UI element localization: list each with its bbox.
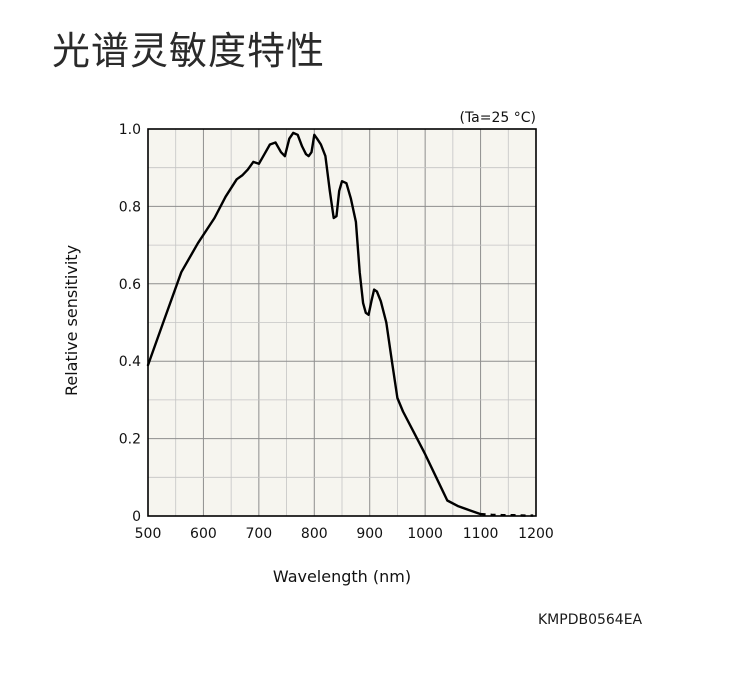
y-axis-label: Relative sensitivity bbox=[62, 245, 81, 396]
y-tick-label: 0 bbox=[132, 509, 141, 525]
page-title: 光谱灵敏度特性 bbox=[52, 29, 326, 73]
y-tick-label: 0.4 bbox=[119, 354, 141, 370]
x-axis-label: Wavelength (nm) bbox=[273, 567, 411, 586]
series-layer bbox=[146, 131, 534, 517]
condition-note: (Ta=25 °C) bbox=[459, 110, 536, 126]
y-tick-label: 0.6 bbox=[119, 277, 141, 293]
x-tick-label: 1100 bbox=[463, 526, 499, 542]
figure-code: KMPDB0564EA bbox=[538, 612, 643, 628]
x-tick-label: 1000 bbox=[407, 526, 443, 542]
y-tick-label: 0.2 bbox=[119, 432, 141, 448]
x-tick-label: 700 bbox=[245, 526, 272, 542]
tick-labels: 500 600 700 800 900 1000 1100 1200 0 0.2 0.4 0.6 0.8… bbox=[119, 122, 554, 542]
y-tick-label: 1.0 bbox=[119, 122, 141, 138]
x-tick-label: 600 bbox=[190, 526, 217, 542]
x-tick-label: 500 bbox=[135, 526, 162, 542]
plot-frame bbox=[147, 128, 537, 517]
x-tick-label: 900 bbox=[356, 526, 383, 542]
series-line bbox=[146, 131, 482, 516]
grid-lines bbox=[148, 129, 536, 516]
x-tick-label: 1200 bbox=[518, 526, 554, 542]
y-tick-label: 0.8 bbox=[119, 199, 141, 215]
x-tick-label: 800 bbox=[301, 526, 328, 542]
